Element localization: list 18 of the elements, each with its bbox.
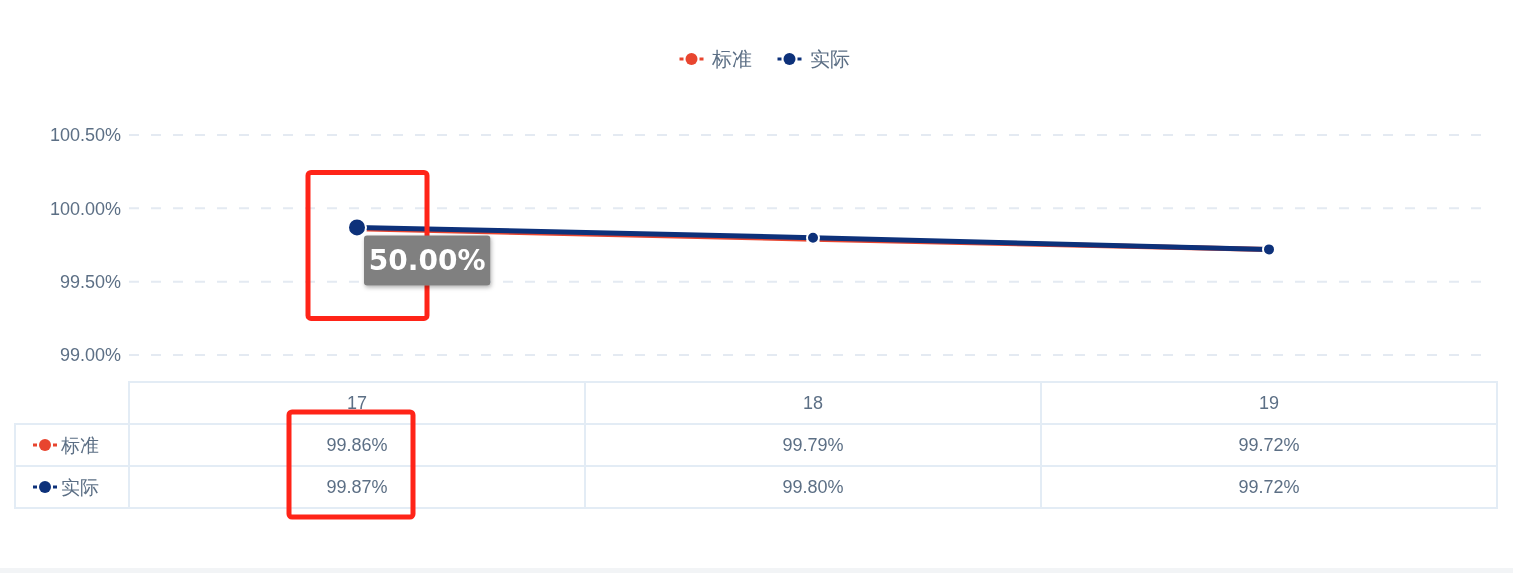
text: 标准 [61,434,99,456]
x-tick-label: 17 [346,393,368,414]
y-tick-label: 100.50% [49,125,121,146]
legend-label: 实际 [809,48,850,70]
data-label: 99.86% [326,435,388,456]
data-label: 99.79% [782,435,844,456]
y-tick-label: 99.00% [59,345,121,366]
data-label: 99.72% [1238,477,1300,498]
y-tick-label: 100.00% [49,198,121,219]
y-tick-label: 99.50% [59,271,121,292]
data-label: 99.72% [1238,435,1300,456]
data-label: 99.87% [326,477,388,498]
data-label: 99.80% [782,477,844,498]
text: 实际 [61,476,99,498]
annotation: 50.00% [368,244,486,278]
legend-label: 标准 [710,48,752,70]
x-tick-label: 18 [802,393,824,414]
x-tick-label: 19 [1258,393,1280,414]
